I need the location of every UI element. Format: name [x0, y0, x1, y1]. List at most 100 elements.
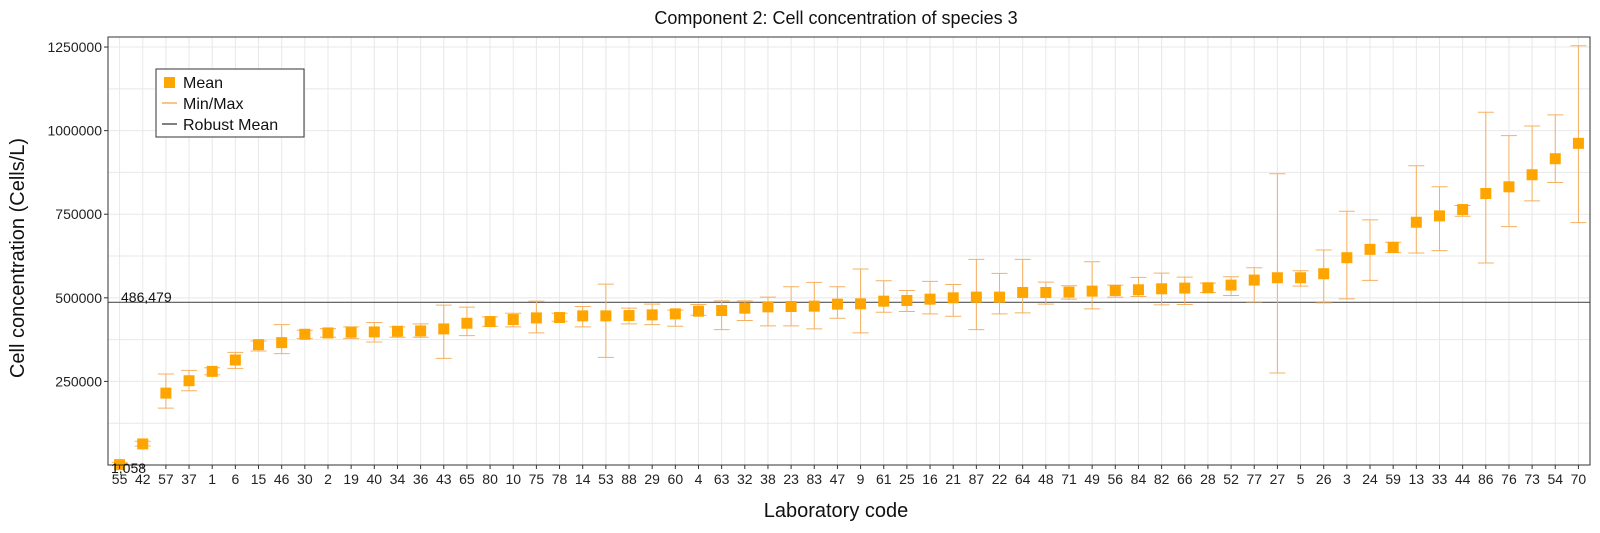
x-tick-label: 13: [1409, 471, 1425, 487]
mean-point-70: [1572, 137, 1584, 149]
x-tick-label: 37: [181, 471, 197, 487]
mean-point-46: [276, 337, 288, 349]
x-tick-label: 63: [714, 471, 730, 487]
mean-point-4: [692, 305, 704, 317]
mean-point-6: [229, 354, 241, 366]
x-tick-label: 40: [367, 471, 383, 487]
x-tick-label: 32: [737, 471, 753, 487]
x-tick-label: 88: [621, 471, 637, 487]
x-tick-label: 23: [783, 471, 799, 487]
mean-point-9: [855, 298, 867, 310]
x-tick-label: 73: [1524, 471, 1540, 487]
x-tick-label: 87: [969, 471, 985, 487]
x-tick-label: 10: [505, 471, 521, 487]
x-tick-label: 53: [598, 471, 614, 487]
y-axis-ticks: 250000 500000 750000 1000000 1250000: [47, 39, 108, 389]
x-tick-label: 71: [1061, 471, 1077, 487]
x-tick-label: 82: [1154, 471, 1170, 487]
mean-point-5: [1295, 272, 1307, 284]
mean-point-82: [1156, 283, 1168, 295]
x-tick-label: 56: [1108, 471, 1124, 487]
error-bar-73: [1524, 125, 1541, 202]
x-tick-label: 52: [1223, 471, 1239, 487]
x-tick-label: 46: [274, 471, 290, 487]
mean-point-63: [716, 305, 728, 317]
x-tick-label: 27: [1270, 471, 1286, 487]
mean-point-40: [368, 326, 380, 338]
mean-point-16: [924, 293, 936, 305]
x-tick-label: 16: [922, 471, 938, 487]
error-bar-76: [1500, 135, 1517, 228]
mean-point-80: [484, 316, 496, 328]
x-tick-label: 26: [1316, 471, 1332, 487]
mean-point-36: [415, 325, 427, 337]
x-axis-ticks: 55 42 57 37 1 6 15 46 30 2 19 40 34 36 43 65 80 10 75 78 14 5…: [112, 465, 1587, 487]
x-tick-label: 66: [1177, 471, 1193, 487]
y-tick-label: 250000: [55, 373, 102, 389]
y-tick-label: 500000: [55, 290, 102, 306]
mean-point-37: [183, 375, 195, 387]
mean-point-77: [1248, 274, 1260, 286]
x-tick-label: 64: [1015, 471, 1031, 487]
x-tick-label: 44: [1455, 471, 1471, 487]
x-tick-label: 70: [1571, 471, 1587, 487]
x-tick-label: 57: [158, 471, 174, 487]
legend-robust-label: Robust Mean: [183, 117, 278, 134]
mean-point-33: [1433, 210, 1445, 222]
mean-point-15: [253, 339, 265, 351]
mean-point-86: [1480, 187, 1492, 199]
mean-point-44: [1457, 204, 1469, 216]
legend: Mean Min/Max Robust Mean: [155, 68, 305, 138]
mean-point-19: [345, 326, 357, 338]
x-tick-label: 15: [251, 471, 267, 487]
error-bar-54: [1547, 114, 1564, 183]
mean-point-75: [530, 312, 542, 324]
x-tick-label: 19: [343, 471, 359, 487]
x-tick-label: 22: [992, 471, 1008, 487]
min-point-annotation: 1,058: [111, 460, 146, 476]
error-bar-70: [1570, 45, 1587, 224]
x-tick-label: 5: [1297, 471, 1305, 487]
x-tick-label: 6: [231, 471, 239, 487]
mean-point-43: [438, 323, 450, 335]
mean-point-30: [299, 328, 311, 340]
mean-point-83: [808, 300, 820, 312]
mean-point-66: [1179, 282, 1191, 294]
mean-point-10: [507, 314, 519, 326]
mean-point-49: [1086, 285, 1098, 297]
x-tick-label: 43: [436, 471, 452, 487]
mean-point-84: [1132, 284, 1144, 296]
mean-point-88: [623, 310, 635, 322]
x-tick-label: 38: [760, 471, 776, 487]
mean-point-78: [554, 312, 566, 324]
chart-title: Component 2: Cell concentration of speci…: [654, 8, 1017, 28]
mean-point-53: [600, 310, 612, 322]
min-max-error-bars: [111, 45, 1587, 466]
mean-point-23: [785, 301, 797, 313]
legend-minmax-label: Min/Max: [183, 96, 243, 113]
x-tick-label: 34: [390, 471, 406, 487]
mean-point-47: [831, 298, 843, 310]
mean-point-34: [391, 325, 403, 337]
mean-point-56: [1109, 284, 1121, 296]
x-tick-label: 24: [1362, 471, 1378, 487]
error-bar-13: [1408, 165, 1425, 254]
x-tick-label: 42: [135, 471, 151, 487]
grid-lines: [108, 37, 1590, 465]
mean-point-1: [206, 365, 218, 377]
x-tick-label: 47: [830, 471, 846, 487]
mean-point-26: [1318, 268, 1330, 280]
mean-point-38: [762, 301, 774, 313]
mean-point-57: [160, 387, 172, 399]
x-tick-label: 77: [1246, 471, 1262, 487]
mean-point-32: [739, 302, 751, 314]
x-tick-label: 29: [644, 471, 660, 487]
mean-point-25: [901, 294, 913, 306]
x-tick-label: 36: [413, 471, 429, 487]
mean-point-52: [1225, 279, 1237, 291]
legend-box: [155, 68, 305, 138]
mean-point-24: [1364, 243, 1376, 255]
mean-point-48: [1040, 286, 1052, 298]
x-tick-label: 2: [324, 471, 332, 487]
